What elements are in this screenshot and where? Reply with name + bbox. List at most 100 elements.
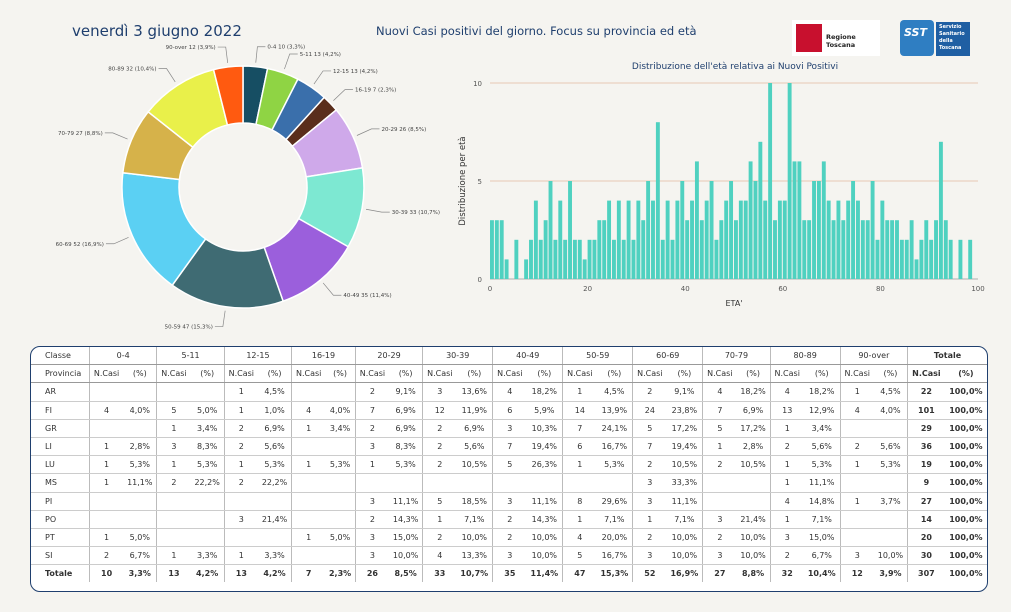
cell-pct: 10,0% (389, 546, 423, 566)
subheader-pct: (%) (596, 364, 633, 384)
cell-n: 2 (223, 419, 258, 438)
cell-pct: 3,4% (325, 419, 356, 438)
cell-n: 2 (702, 528, 737, 548)
bar-age-27 (621, 239, 626, 279)
cell-n: 1 (769, 510, 804, 529)
cell-pct (596, 473, 633, 493)
province-cell: PI (31, 492, 90, 511)
bar-age-61 (787, 83, 792, 279)
cell-pct (123, 419, 157, 438)
table-row: GR 1 3,4% 2 6,9% 1 3,4% 2 6,9% 2 6,9% 3 10,3% 7 24,1% 5… (31, 419, 987, 438)
pie-leader-line (322, 282, 342, 296)
cell-pct: 5,3% (123, 455, 157, 475)
cell-n: 2 (223, 473, 258, 493)
cell-pct: 5,3% (596, 455, 633, 475)
pie-leader-line (217, 46, 229, 63)
cell-n (156, 492, 191, 511)
bar-age-26 (616, 200, 621, 279)
cell-pct: 4,0% (873, 401, 908, 420)
bar-age-54 (753, 181, 758, 279)
cell-n: 4 (769, 492, 804, 511)
cell-n: 7 (354, 401, 390, 420)
cell-n: 3 (492, 419, 527, 438)
cell-pct: 33,3% (666, 473, 703, 493)
cell-n (422, 473, 457, 493)
subheader-n: N.Casi (492, 364, 527, 384)
cell-n: 3 (769, 528, 804, 548)
cell-n: 1 (223, 401, 258, 420)
cell-n: 3 (354, 492, 390, 511)
cell-pct: 10,7% (456, 564, 493, 583)
cell-n: 1 (769, 473, 804, 493)
cell-pct (325, 510, 356, 529)
cell-n: 4 (291, 401, 326, 420)
cell-n: 33 (422, 564, 457, 583)
province-cell: MS (31, 473, 90, 493)
bar-age-40 (685, 220, 690, 279)
cell-n: 5 (492, 455, 527, 475)
cell-pct (456, 473, 493, 493)
cell-n: 1 (562, 382, 597, 402)
cell-pct: 15,3% (596, 564, 633, 583)
cell-n: 4 (769, 382, 804, 402)
bar-age-83 (895, 220, 899, 279)
cell-n: 3 (632, 546, 667, 566)
bar-age-77 (865, 220, 870, 279)
province-cell: GR (31, 419, 90, 438)
cell-n (839, 510, 874, 529)
cell-n (291, 382, 326, 402)
bar-age-78 (870, 181, 875, 279)
x-tick-label: 60 (778, 285, 787, 293)
cell-total-n: 307 (907, 564, 945, 583)
cell-n (291, 473, 326, 493)
cell-n (89, 510, 124, 529)
cell-n: 1 (422, 510, 457, 529)
bar-age-89 (924, 220, 929, 279)
pie-label-0-4: 0-4 10 (3,3%) (267, 45, 305, 51)
cell-pct: 10,0% (456, 528, 493, 548)
bar-age-7 (524, 259, 529, 279)
cell-pct: 12,9% (803, 401, 841, 420)
subheader-pct: (%) (389, 364, 423, 384)
pie-label-30-39: 30-39 33 (10,7%) (392, 210, 440, 216)
cell-pct: 2,8% (736, 437, 771, 457)
cell-total-pct: 100,0% (944, 492, 987, 511)
bar-age-29 (631, 239, 636, 279)
cell-pct: 4,0% (123, 401, 157, 420)
cell-pct: 7,1% (456, 510, 493, 529)
subheader-pct: (%) (736, 364, 771, 384)
province-cell: PO (31, 510, 90, 529)
cell-n: 47 (562, 564, 597, 583)
province-cell: SI (31, 546, 90, 566)
cell-n: 2 (422, 455, 457, 475)
cell-pct: 11,1% (666, 492, 703, 511)
pie-label-60-69: 60-69 52 (16,9%) (56, 242, 104, 248)
cell-pct: 16,7% (596, 437, 633, 457)
cell-total-n: 9 (907, 473, 945, 493)
cell-pct: 5,6% (803, 437, 841, 457)
cell-pct: 11,1% (803, 473, 841, 493)
cell-pct (873, 510, 908, 529)
cell-n: 2 (354, 419, 390, 438)
header-class-5-11: 5-11 (156, 347, 225, 366)
cell-total-pct: 100,0% (944, 473, 987, 493)
cell-n: 7 (492, 437, 527, 457)
cell-pct: 5,3% (190, 455, 225, 475)
pie-leader-line (214, 310, 226, 327)
cell-pct (873, 528, 908, 548)
province-cell: LI (31, 437, 90, 457)
sst-logo: SST Servizio Sanitario della Toscana (900, 20, 972, 58)
subheader-n: N.Casi (223, 364, 258, 384)
bar-age-42 (694, 161, 699, 279)
cell-n: 3 (354, 528, 390, 548)
cell-n: 5 (562, 546, 597, 566)
cell-n: 3 (354, 546, 390, 566)
bar-age-1 (494, 220, 499, 279)
cell-pct: 5,0% (325, 528, 356, 548)
province-cell: Totale (31, 564, 90, 583)
subheader-n: N.Casi (632, 364, 667, 384)
header-province: Provincia (31, 364, 90, 384)
bar-age-39 (680, 181, 685, 279)
cell-n: 1 (223, 455, 258, 475)
subheader-total-n: N.Casi (907, 364, 945, 384)
